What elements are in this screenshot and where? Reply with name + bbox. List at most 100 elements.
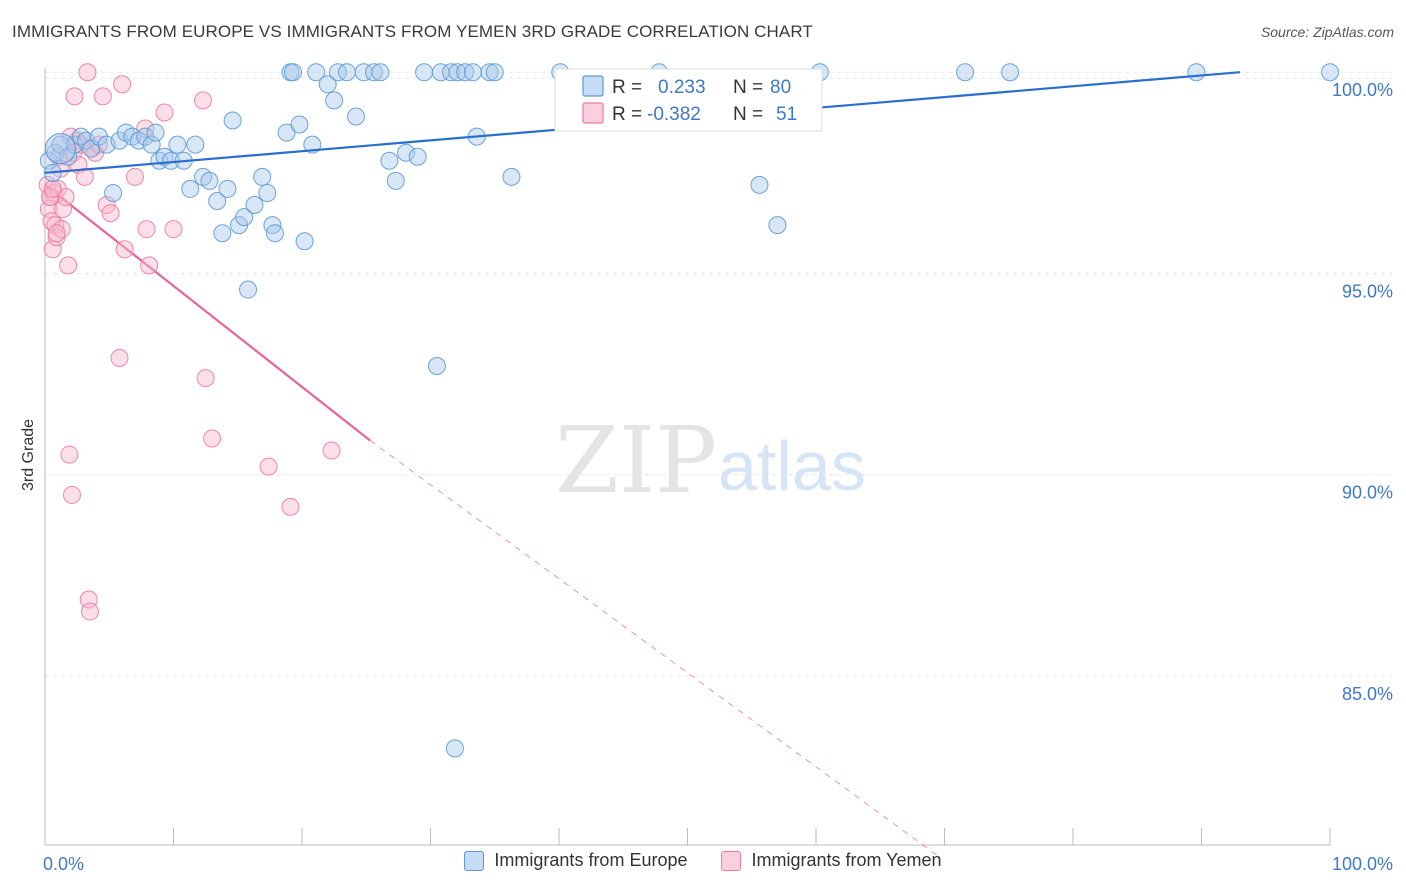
yemen-point (62, 485, 81, 504)
europe-point (181, 179, 200, 198)
yemen-point (110, 348, 129, 367)
europe-point (168, 135, 187, 154)
yemen-point (322, 441, 341, 460)
europe-point (200, 171, 219, 190)
watermark: ZIP atlas (555, 407, 866, 514)
europe-point (502, 167, 521, 186)
yemen-trend-extension (369, 440, 940, 858)
yemen-point (78, 63, 97, 82)
europe-swatch (464, 850, 485, 871)
legend-item-europe[interactable]: Immigrants from Europe (464, 850, 687, 871)
europe-point (1187, 63, 1206, 82)
europe-point-cluster (44, 133, 76, 165)
yemen-r-value: -0.382 (647, 104, 701, 125)
yemen-point (80, 602, 99, 621)
europe-point (223, 111, 242, 130)
europe-point (290, 115, 309, 134)
europe-point (768, 216, 787, 235)
x-tick-label: 0.0% (43, 854, 84, 874)
yemen-r-label: R = (612, 104, 642, 125)
legend-label-europe: Immigrants from Europe (494, 850, 688, 870)
europe-point (463, 63, 482, 82)
europe-n-label: N = (733, 77, 763, 98)
yemen-n-value: 51 (776, 104, 797, 125)
yemen-point (140, 256, 159, 275)
yemen-point (194, 91, 213, 110)
europe-point (253, 167, 272, 186)
yemen-point (93, 87, 112, 106)
europe-point (1001, 63, 1020, 82)
europe-point (427, 357, 446, 376)
europe-point (186, 135, 205, 154)
europe-legend-swatch (582, 75, 604, 97)
legend-label-yemen: Immigrants from Yemen (751, 850, 942, 870)
europe-point (408, 147, 427, 166)
y-tick-label: 85.0% (1342, 684, 1393, 704)
y-tick-label: 95.0% (1342, 281, 1393, 301)
yemen-point (125, 167, 144, 186)
yemen-trend (44, 184, 940, 858)
chart-title: IMMIGRANTS FROM EUROPE VS IMMIGRANTS FRO… (12, 22, 813, 41)
europe-n-value: 80 (770, 77, 791, 98)
gridlines: 85.0% 90.0% 95.0% 100.0% (45, 71, 1393, 704)
yemen-point (65, 87, 84, 106)
yemen-point (53, 200, 72, 219)
yemen-point (101, 204, 120, 223)
yemen-point (164, 220, 183, 239)
europe-point (208, 192, 227, 210)
europe-point (258, 183, 277, 202)
europe-point (245, 196, 264, 215)
europe-point (448, 63, 467, 82)
europe-point (146, 123, 165, 142)
europe-point (750, 175, 769, 194)
europe-point (239, 280, 258, 299)
watermark-zip: ZIP (555, 407, 717, 514)
europe-point (442, 63, 461, 82)
axes: 0.0% 100.0% (43, 68, 1393, 874)
europe-point (956, 63, 975, 82)
yemen-n-label: N = (733, 104, 763, 125)
europe-point (104, 183, 123, 202)
yemen-point (59, 256, 78, 275)
yemen-point (137, 220, 156, 239)
europe-point (307, 63, 326, 82)
europe-points (39, 63, 1339, 758)
yemen-swatch (721, 850, 742, 871)
europe-point (318, 75, 337, 94)
europe-point (445, 739, 464, 758)
europe-point (480, 63, 499, 82)
yemen-point (60, 445, 79, 464)
yemen-point (155, 103, 174, 122)
yemen-point (75, 167, 94, 186)
europe-point (397, 143, 416, 162)
europe-point (235, 208, 254, 227)
yemen-point (259, 457, 278, 476)
europe-point (380, 151, 399, 170)
yemen-legend-swatch (582, 102, 604, 124)
y-tick-label: 90.0% (1342, 483, 1393, 503)
europe-point (364, 63, 383, 82)
yemen-point (43, 179, 62, 198)
europe-r-value: 0.233 (658, 77, 706, 98)
europe-point (1321, 63, 1339, 82)
europe-point (485, 63, 504, 82)
europe-point (337, 63, 356, 82)
europe-point (295, 232, 314, 251)
europe-point (142, 135, 161, 154)
yemen-point (203, 429, 222, 448)
europe-point (325, 91, 344, 110)
yemen-point (113, 75, 132, 94)
europe-point (371, 63, 390, 82)
europe-point (415, 63, 434, 82)
europe-point (277, 123, 296, 142)
europe-point (346, 107, 365, 126)
yemen-point (47, 224, 66, 243)
legend-item-yemen[interactable]: Immigrants from Yemen (721, 850, 942, 871)
yemen-point (281, 497, 300, 516)
europe-point (456, 63, 475, 82)
yemen-point (196, 369, 215, 388)
y-tick-label: 100.0% (1332, 80, 1393, 100)
watermark-atlas: atlas (718, 427, 866, 505)
europe-r-label: R = (612, 77, 642, 98)
